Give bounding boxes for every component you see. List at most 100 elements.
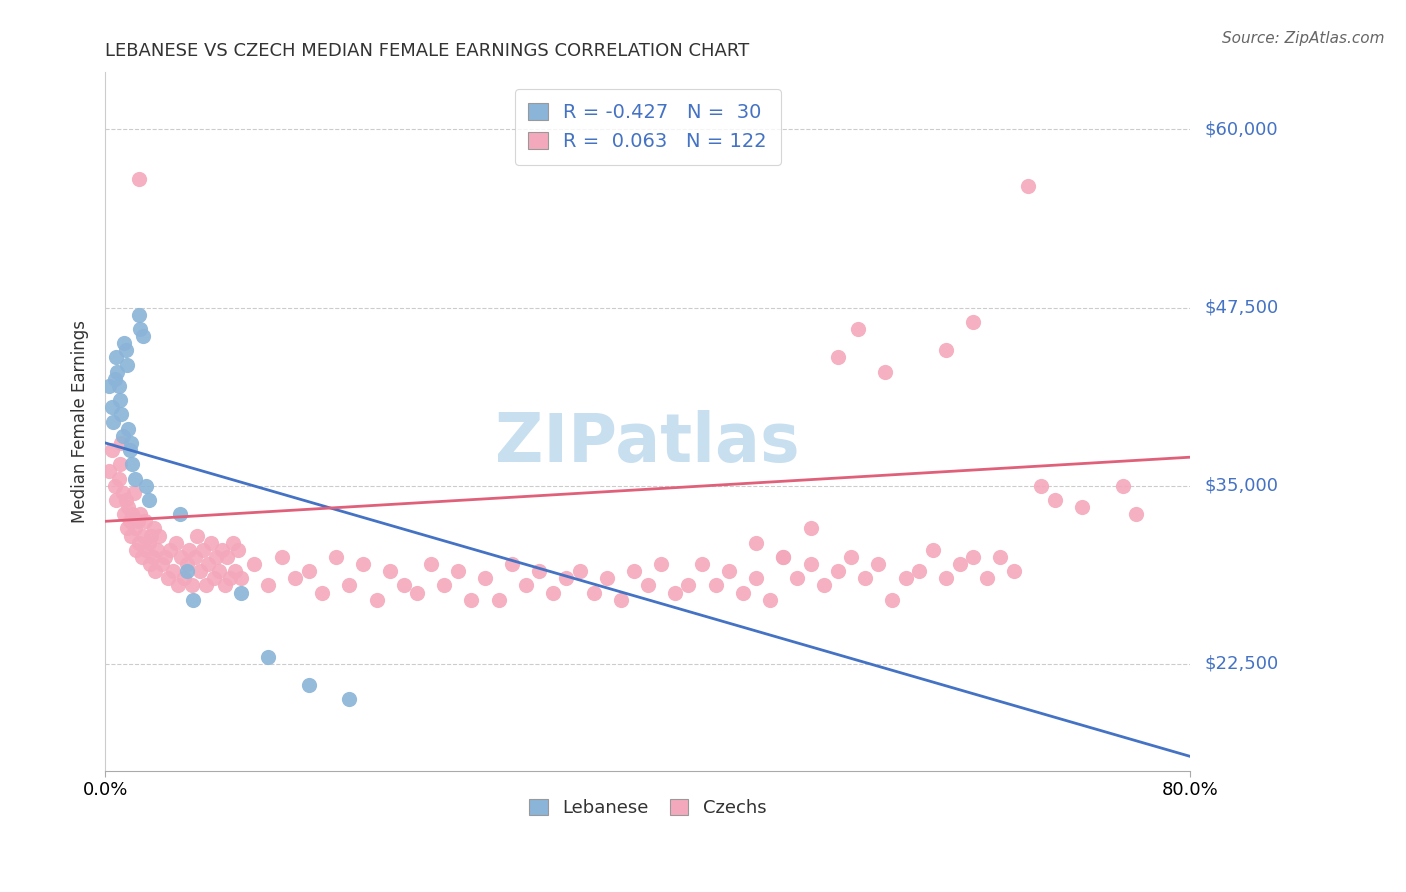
Point (894, 571, 917, 585)
Point (124, 521, 146, 535)
Point (176, 557, 198, 571)
Point (183, 592, 205, 607)
Point (1070, 500, 1092, 514)
Point (990, 549, 1012, 564)
Point (875, 365, 897, 379)
Point (179, 542, 201, 557)
Point (366, 592, 388, 607)
Text: $60,000: $60,000 (1205, 120, 1278, 138)
Point (153, 549, 176, 564)
Point (745, 535, 768, 549)
Point (103, 415, 125, 429)
Point (202, 571, 225, 585)
Point (128, 308, 150, 322)
Point (976, 571, 998, 585)
Point (127, 514, 149, 528)
Point (501, 557, 523, 571)
Point (217, 549, 239, 564)
Point (131, 549, 153, 564)
Point (135, 478, 157, 492)
Point (156, 571, 179, 585)
Point (623, 564, 645, 578)
Text: $47,500: $47,500 (1205, 299, 1278, 317)
Point (839, 549, 862, 564)
Point (800, 557, 823, 571)
Point (114, 492, 136, 507)
Point (270, 549, 292, 564)
Point (529, 564, 551, 578)
Point (128, 172, 150, 186)
Point (142, 549, 165, 564)
Point (935, 343, 957, 358)
Point (117, 500, 139, 514)
Point (112, 336, 135, 351)
Point (284, 571, 307, 585)
Point (1031, 478, 1053, 492)
Text: $35,000: $35,000 (1205, 476, 1278, 495)
Point (148, 528, 170, 542)
Point (229, 585, 252, 599)
Point (406, 585, 429, 599)
Point (186, 528, 208, 542)
Point (224, 564, 246, 578)
Point (169, 507, 191, 521)
Point (141, 528, 163, 542)
Point (197, 557, 219, 571)
Point (122, 485, 145, 500)
Point (181, 578, 204, 592)
Point (101, 443, 124, 458)
Point (115, 521, 138, 535)
Point (678, 578, 700, 592)
Point (488, 592, 510, 607)
Point (121, 507, 143, 521)
Point (718, 564, 741, 578)
Point (104, 478, 127, 492)
Point (609, 592, 631, 607)
Point (219, 571, 242, 585)
Point (115, 358, 138, 372)
Point (568, 564, 591, 578)
Point (194, 578, 217, 592)
Point (98, 379, 121, 393)
Point (853, 571, 876, 585)
Point (111, 429, 134, 443)
Point (200, 535, 222, 549)
Point (112, 507, 135, 521)
Point (98, 465, 121, 479)
Point (880, 592, 903, 607)
Point (132, 528, 155, 542)
Point (129, 322, 152, 336)
Point (690, 557, 713, 571)
Point (167, 578, 190, 592)
Point (105, 351, 128, 365)
Point (813, 578, 835, 592)
Point (120, 528, 142, 542)
Point (211, 542, 233, 557)
Point (128, 535, 150, 549)
Point (541, 585, 564, 599)
Point (120, 436, 142, 450)
Point (165, 535, 187, 549)
Point (104, 372, 127, 386)
Point (337, 692, 360, 706)
Text: $22,500: $22,500 (1205, 655, 1278, 673)
Point (1002, 564, 1025, 578)
Point (257, 649, 280, 664)
Y-axis label: Median Female Earnings: Median Female Earnings (72, 320, 89, 523)
Point (114, 343, 136, 358)
Point (143, 521, 166, 535)
Point (447, 564, 470, 578)
Point (786, 571, 808, 585)
Point (214, 578, 236, 592)
Point (125, 542, 148, 557)
Point (433, 578, 456, 592)
Point (704, 578, 727, 592)
Point (392, 578, 415, 592)
Point (135, 542, 157, 557)
Point (145, 564, 167, 578)
Point (184, 549, 207, 564)
Point (474, 571, 496, 585)
Point (134, 514, 156, 528)
Point (1111, 478, 1133, 492)
Point (325, 549, 347, 564)
